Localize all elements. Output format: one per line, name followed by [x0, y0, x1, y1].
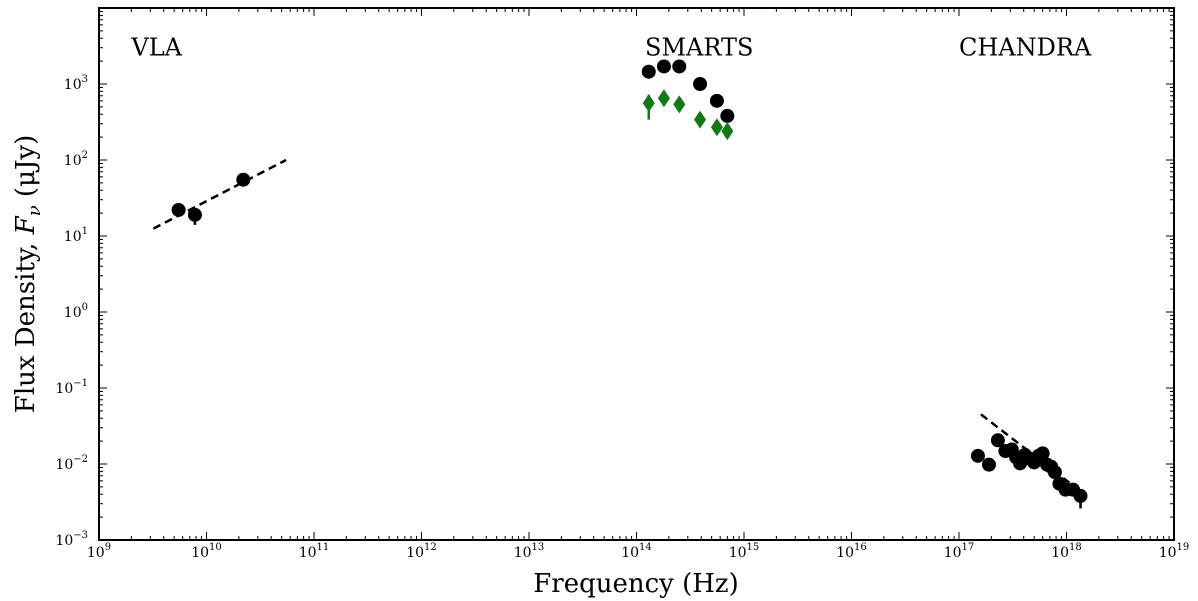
- error-bars: [177, 94, 1082, 509]
- data-point-circle: [236, 172, 251, 187]
- data-point-circle: [1073, 488, 1088, 503]
- y-tick-exp: −3: [73, 530, 88, 541]
- x-tick-base: 10: [836, 545, 854, 561]
- y-tick-label: 102: [64, 150, 88, 169]
- y-tick-label: 103: [64, 74, 88, 93]
- y-axis-label-text: Flux Density,: [11, 234, 41, 413]
- y-tick-exp: 1: [82, 226, 88, 237]
- data-point-circle: [656, 59, 671, 74]
- x-tick-label: 1014: [621, 542, 652, 561]
- y-axis-label-unit: (μJy): [11, 135, 41, 206]
- x-tick-exp: 11: [317, 542, 330, 553]
- x-tick-label: 1018: [1051, 542, 1082, 561]
- data-point-circle: [970, 448, 985, 463]
- y-tick-base: 10: [55, 457, 73, 473]
- data-point-circle: [641, 64, 656, 79]
- data-point-diamond: [721, 122, 734, 141]
- y-tick-exp: 2: [82, 150, 88, 161]
- y-tick-label: 101: [64, 226, 88, 245]
- x-tick-base: 10: [1159, 545, 1177, 561]
- data-point-diamond: [694, 110, 707, 129]
- data-point-diamond: [657, 89, 670, 108]
- annotation-smarts: SMARTS: [645, 34, 753, 62]
- y-tick-label: 10−1: [55, 378, 88, 397]
- y-tick-base: 10: [55, 533, 73, 549]
- x-tick-exp: 14: [639, 542, 652, 553]
- y-tick-base: 10: [55, 381, 73, 397]
- x-tick-exp: 16: [854, 542, 867, 553]
- x-tick-base: 10: [729, 545, 747, 561]
- x-tick-label: 1016: [836, 542, 867, 561]
- y-axis-label-sub: ν: [24, 205, 45, 216]
- data-point-diamond: [673, 95, 686, 114]
- fit-line: [152, 158, 287, 230]
- x-tick-base: 10: [87, 545, 105, 561]
- data-point-circle: [693, 77, 708, 91]
- x-tick-label: 1012: [406, 542, 437, 561]
- y-tick-exp: 0: [82, 302, 88, 313]
- y-axis-label-var: F: [11, 215, 41, 235]
- x-tick-label: 1019: [1159, 542, 1190, 561]
- x-tick-label: 1015: [729, 542, 760, 561]
- x-tick-exp: 15: [747, 542, 760, 553]
- y-tick-base: 10: [64, 153, 82, 169]
- x-tick-exp: 9: [105, 542, 111, 553]
- x-tick-base: 10: [621, 545, 639, 561]
- y-tick-label: 10−3: [55, 530, 88, 549]
- data-point-diamond: [642, 94, 655, 113]
- x-tick-label: 1013: [514, 542, 545, 561]
- x-tick-base: 10: [191, 545, 209, 561]
- annotation-chandra: CHANDRA: [959, 34, 1092, 62]
- x-tick-exp: 13: [532, 542, 545, 553]
- y-tick-base: 10: [64, 229, 82, 245]
- data-point-diamond: [710, 118, 723, 137]
- data-point-circle: [187, 207, 202, 222]
- data-point-circle: [672, 59, 687, 74]
- y-tick-label: 100: [64, 302, 88, 321]
- y-tick-base: 10: [64, 77, 82, 93]
- fit-lines: [152, 158, 1083, 494]
- data-point-circle: [1035, 446, 1050, 461]
- y-tick-exp: 3: [82, 74, 88, 85]
- data-point-circle: [709, 93, 724, 108]
- x-tick-base: 10: [406, 545, 424, 561]
- x-tick-base: 10: [1051, 545, 1069, 561]
- x-tick-exp: 10: [209, 542, 222, 553]
- x-tick-base: 10: [299, 545, 317, 561]
- y-tick-exp: −2: [73, 454, 88, 465]
- x-tick-label: 1010: [191, 542, 222, 561]
- instrument-annotations: VLA SMARTS CHANDRA: [130, 34, 1092, 62]
- x-tick-exp: 12: [424, 542, 437, 553]
- x-tick-labels: 109 1010 1011 1012 1013 1014 1015 1016 1017 1018 1…: [87, 542, 1189, 561]
- data-point-circle: [1047, 465, 1062, 480]
- x-tick-exp: 18: [1069, 542, 1082, 553]
- data-points: [171, 59, 1088, 503]
- x-tick-label: 109: [87, 542, 111, 561]
- x-tick-label: 1011: [299, 542, 330, 561]
- data-point-circle: [720, 108, 735, 123]
- y-tick-base: 10: [64, 305, 82, 321]
- x-tick-exp: 19: [1177, 542, 1190, 553]
- annotation-vla: VLA: [130, 34, 182, 62]
- data-point-circle: [990, 433, 1005, 448]
- x-tick-exp: 17: [962, 542, 975, 553]
- x-tick-base: 10: [944, 545, 962, 561]
- y-tick-exp: −1: [73, 378, 88, 389]
- y-axis-label: Flux Density, Fν (μJy): [11, 135, 45, 413]
- data-point-circle: [171, 202, 186, 217]
- data-point-circle: [981, 457, 996, 472]
- x-axis-label: Frequency (Hz): [533, 569, 739, 599]
- plot-frame: [98, 7, 1175, 541]
- x-tick-base: 10: [514, 545, 532, 561]
- fit-line: [980, 413, 1083, 494]
- y-tick-label: 10−2: [55, 454, 88, 473]
- x-tick-label: 1017: [944, 542, 975, 561]
